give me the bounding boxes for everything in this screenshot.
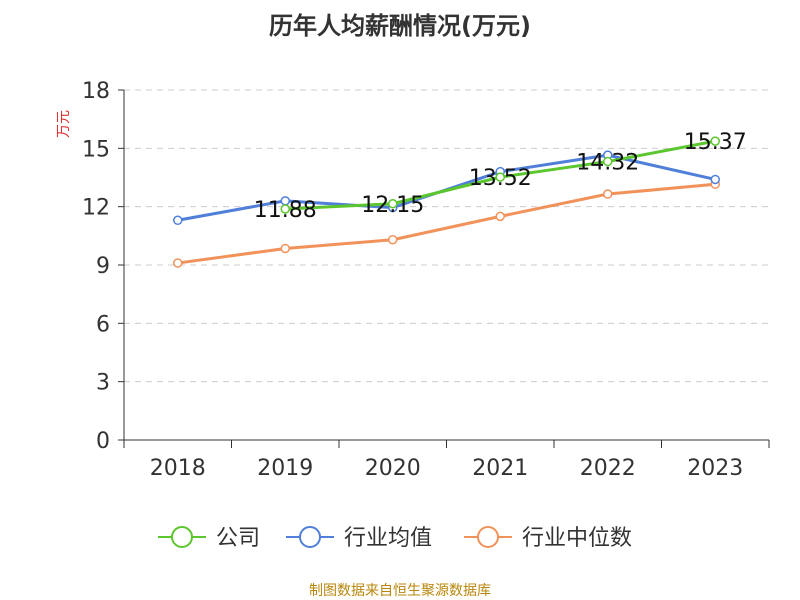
y-tick-label: 9 xyxy=(96,254,110,279)
data-point-2 xyxy=(603,189,613,199)
x-tick-label: 2018 xyxy=(150,456,206,481)
y-axis-unit-label: 万元 xyxy=(56,110,72,138)
chart-title: 历年人均薪酬情况(万元) xyxy=(269,12,531,40)
source-footer: 制图数据来自恒生聚源数据库 xyxy=(309,583,491,599)
data-label: 11.88 xyxy=(254,198,317,223)
x-tick-label: 2020 xyxy=(365,456,421,481)
data-point-2 xyxy=(495,211,505,222)
legend-label: 行业中位数 xyxy=(522,526,632,551)
y-tick-label: 0 xyxy=(96,429,110,454)
data-point-0 xyxy=(710,136,720,146)
legend-marker xyxy=(299,526,321,548)
legend-item-2: 行业中位数 xyxy=(464,526,632,551)
data-point-1 xyxy=(710,174,720,185)
y-tick-label: 6 xyxy=(96,312,110,337)
legend-label: 公司 xyxy=(216,526,260,551)
series-line-2 xyxy=(177,182,716,265)
y-tick-label: 15 xyxy=(82,137,110,162)
y-axis: 0 3 6 9 12 15 18 xyxy=(82,79,125,454)
x-tick-label: 2019 xyxy=(257,456,313,481)
series-points xyxy=(173,136,720,268)
y-tick-label: 18 xyxy=(82,79,110,104)
legend-item-0: 公司 xyxy=(158,526,260,551)
data-point-2 xyxy=(388,234,398,245)
x-tick-label: 2022 xyxy=(580,456,636,481)
data-point-2 xyxy=(173,258,183,268)
data-point-0 xyxy=(495,172,505,182)
data-point-0 xyxy=(603,156,613,167)
grid-lines xyxy=(124,89,769,383)
data-point-0 xyxy=(388,199,398,209)
x-tick-label: 2021 xyxy=(472,456,528,481)
data-label: 13.52 xyxy=(469,166,532,191)
x-tick-label: 2023 xyxy=(687,456,743,481)
legend-marker xyxy=(477,526,499,548)
data-labels: 11.88 12.15 13.52 14.32 15.37 xyxy=(254,130,747,223)
legend-label: 行业均值 xyxy=(344,526,432,551)
legend: 公司 行业均值 行业中位数 xyxy=(158,526,632,551)
x-axis: 2018 2019 2020 2021 2022 2023 xyxy=(123,439,770,481)
legend-item-1: 行业均值 xyxy=(286,526,432,551)
data-label: 12.15 xyxy=(361,193,424,218)
data-point-2 xyxy=(280,243,290,254)
y-tick-label: 3 xyxy=(96,371,110,396)
data-point-1 xyxy=(173,215,183,226)
y-tick-label: 12 xyxy=(82,196,110,221)
data-label: 14.32 xyxy=(576,151,639,176)
data-point-0 xyxy=(280,204,290,214)
data-label: 15.37 xyxy=(684,130,747,155)
legend-marker xyxy=(171,526,193,548)
